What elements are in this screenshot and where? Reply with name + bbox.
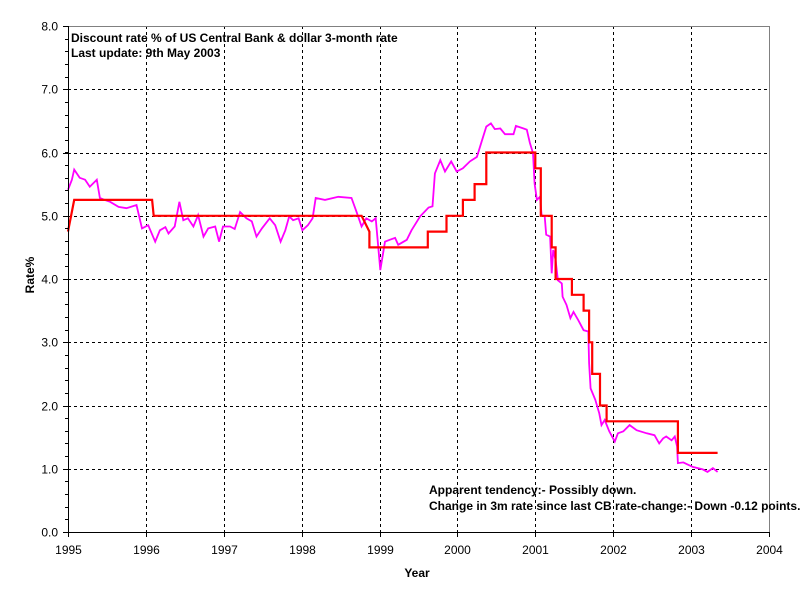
y-tick-label: 2.0 [41,400,58,414]
y-axis-label: Rate% [23,256,37,293]
x-tick-label: 2001 [522,543,549,557]
x-tick-label: 2000 [444,543,471,557]
axes [63,26,770,537]
y-tick-label: 0.0 [41,526,58,540]
x-tick-label: 2002 [600,543,627,557]
y-tick-label: 1.0 [41,463,58,477]
x-tick-label: 2003 [678,543,705,557]
x-tick-label: 1998 [289,543,316,557]
y-tick-label: 6.0 [41,147,58,161]
series-layer [66,122,719,473]
y-tick-label: 8.0 [41,20,58,34]
x-tick-label: 1995 [55,543,82,557]
series-3-month-rate [67,122,719,473]
tick-labels: 0.0 1.0 2.0 3.0 4.0 5.0 6.0 7.0 8.0 1995 1996 1997 1… [41,20,783,558]
y-tick-label: 3.0 [41,336,58,350]
chart-subtitle: Last update: 9th May 2003 [71,46,221,60]
annotation-change: Change in 3m rate since last CB rate-cha… [429,499,800,513]
series-cb-discount-rate [66,151,718,454]
x-tick-label: 1996 [133,543,160,557]
x-tick-label: 2004 [756,543,783,557]
x-tick-label: 1999 [367,543,394,557]
annotation-tendency: Apparent tendency:- Possibly down. [429,483,636,497]
chart-title: Discount rate % of US Central Bank & dol… [71,31,398,45]
x-axis-label: Year [404,566,430,580]
y-tick-label: 4.0 [41,273,58,287]
x-tick-label: 1997 [211,543,238,557]
y-tick-label: 7.0 [41,83,58,97]
grid [68,26,769,532]
y-tick-label: 5.0 [41,210,58,224]
